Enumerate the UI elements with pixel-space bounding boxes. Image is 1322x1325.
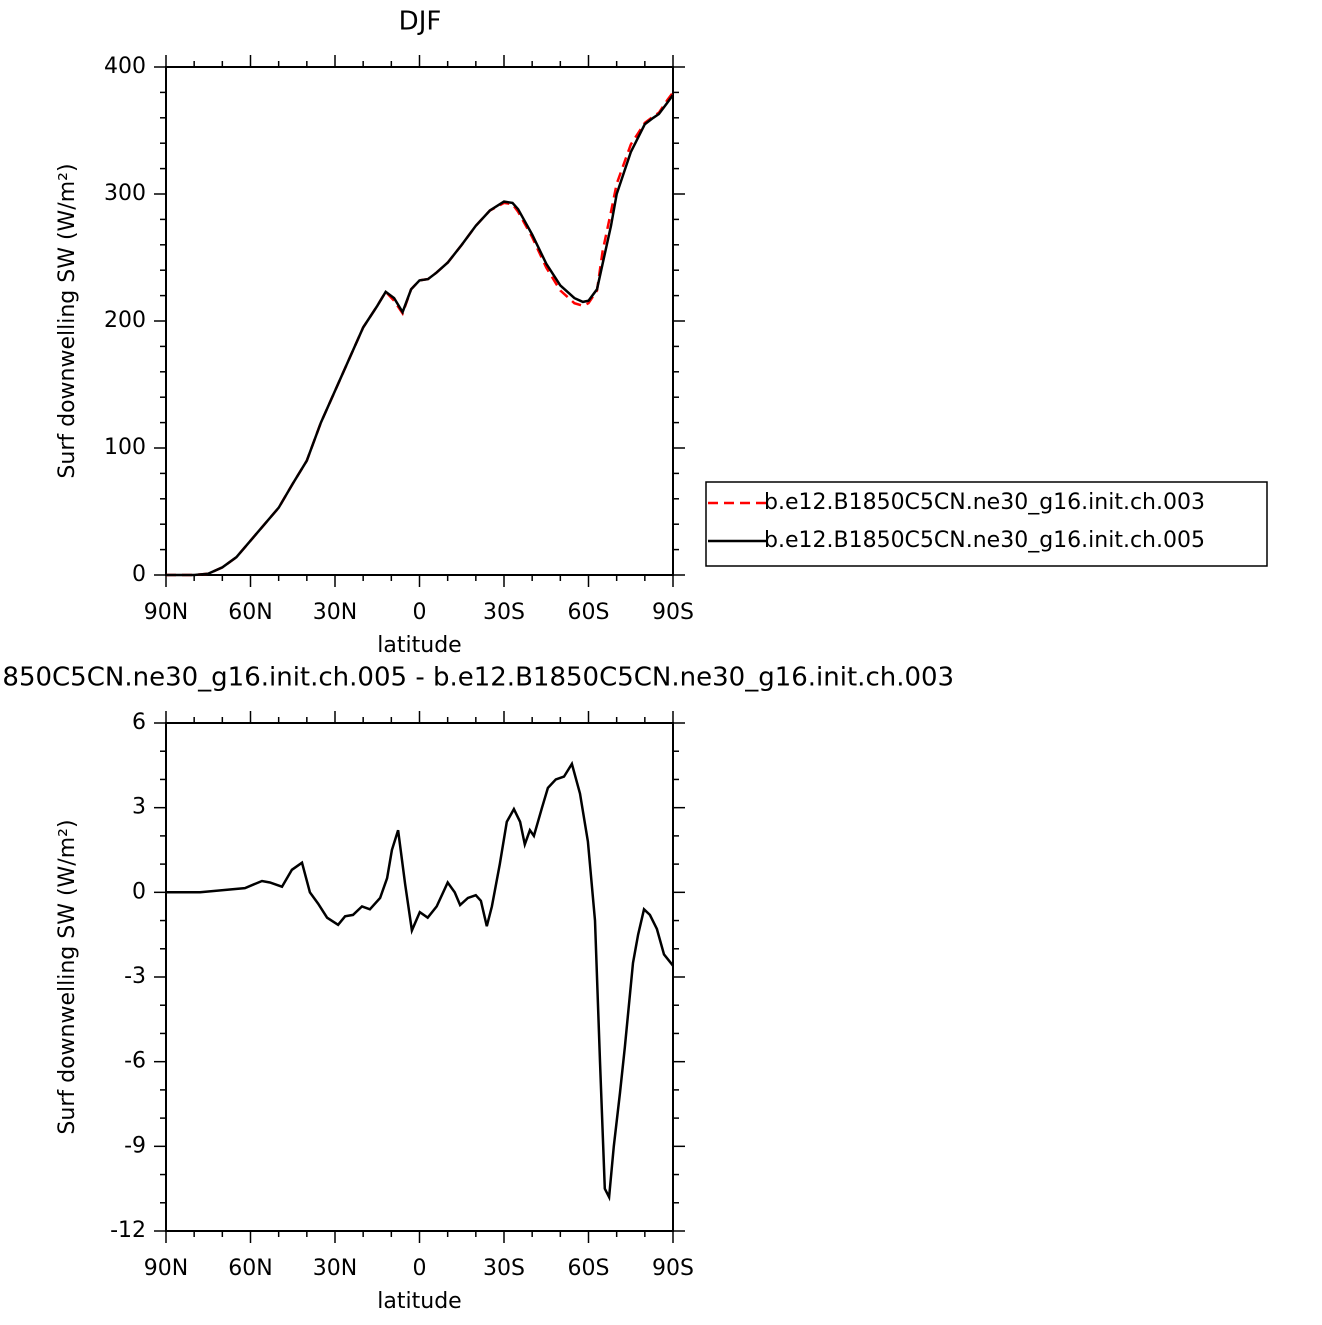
y-axis-label: Surf downwelling SW (W/m²) (55, 163, 80, 478)
x-tick-label: 0 (413, 600, 427, 625)
x-tick-label: 30S (483, 1256, 525, 1281)
x-tick-label: 30S (483, 600, 525, 625)
plot-frame (165, 66, 674, 576)
x-tick-label: 90N (144, 1256, 188, 1281)
plot-frame (165, 722, 674, 1232)
y-tick-label: -3 (124, 964, 146, 989)
y-tick-label: -6 (124, 1049, 146, 1074)
data-line (166, 760, 674, 1202)
chart-title: DJF (399, 7, 442, 37)
x-axis-label: latitude (377, 633, 461, 658)
x-tick-label: 0 (413, 1256, 427, 1281)
y-tick-label: 0 (132, 562, 146, 587)
x-tick-label: 90N (144, 600, 188, 625)
legend: b.e12.B1850C5CN.ne30_g16.init.ch.003 b.e1… (705, 481, 1268, 567)
chart-title: b.e12.B1850C5CN.ne30_g16.init.ch.005 - b… (0, 663, 954, 693)
y-tick-label: 400 (104, 54, 146, 79)
y-tick-label: 100 (104, 435, 146, 460)
y-tick-label: 0 (132, 879, 146, 904)
y-tick-label: 300 (104, 181, 146, 206)
y-tick-label: 200 (104, 308, 146, 333)
x-tick-label: 60N (228, 600, 272, 625)
x-tick-label: 90S (652, 1256, 694, 1281)
legend-label: b.e12.B1850C5CN.ne30_g16.init.ch.003 (764, 490, 1205, 515)
x-tick-label: 30N (313, 600, 357, 625)
data-line (166, 94, 675, 577)
legend-label: b.e12.B1850C5CN.ne30_g16.init.ch.005 (764, 528, 1205, 553)
data-line (166, 91, 675, 577)
y-tick-label: -12 (110, 1218, 146, 1243)
x-axis-label: latitude (377, 1289, 461, 1314)
legend-box (705, 481, 1268, 567)
x-tick-label: 60S (568, 1256, 610, 1281)
x-tick-label: 30N (313, 1256, 357, 1281)
y-tick-label: 3 (132, 795, 146, 820)
x-tick-label: 90S (652, 600, 694, 625)
x-tick-label: 60S (568, 600, 610, 625)
x-tick-label: 60N (228, 1256, 272, 1281)
y-tick-label: -9 (124, 1133, 146, 1158)
y-tick-label: 6 (132, 710, 146, 735)
y-axis-label: Surf downwelling SW (W/m²) (55, 819, 80, 1134)
